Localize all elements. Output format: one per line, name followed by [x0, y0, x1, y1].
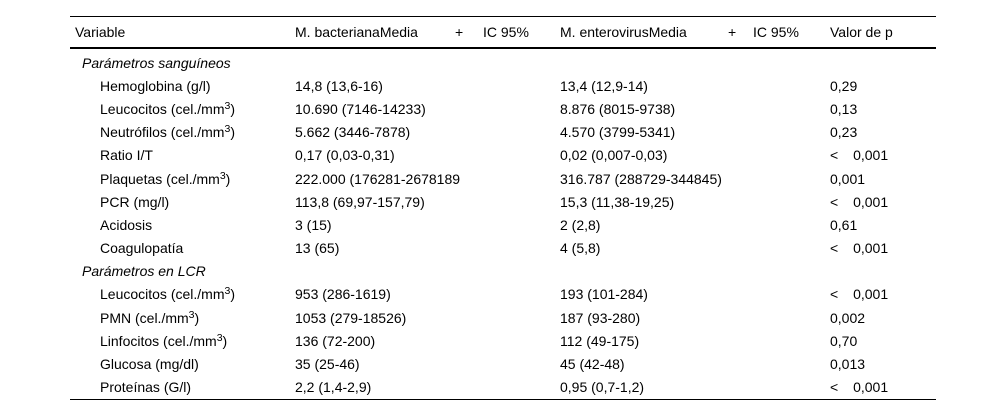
row-p-value: < 0,001 — [830, 379, 889, 396]
section-title: Parámetros sanguíneos — [82, 54, 231, 71]
row-variable: Linfocitos (cel./mm3) — [100, 331, 228, 349]
table-row: Plaquetas (cel./mm3) 222.000 (176281-267… — [70, 167, 936, 190]
header-bacteriana-plus: + — [455, 24, 464, 40]
table-body: Parámetros sanguíneos Hemoglobina (g/l) … — [70, 49, 936, 399]
row-variable: Leucocitos (cel./mm3) — [100, 285, 235, 303]
header-variable: Variable — [75, 24, 126, 40]
row-variable: Glucosa (mg/dl) — [100, 356, 199, 373]
row-p-value: 0,70 — [830, 332, 858, 349]
row-enterovirus-value: 45 (42-48) — [560, 356, 625, 373]
table-header-rule — [70, 47, 936, 49]
header-bacteriana-ic95: IC 95% — [483, 24, 529, 40]
row-p-value: 0,29 — [830, 77, 858, 94]
row-variable: Neutrófilos (cel./mm3) — [100, 123, 235, 141]
row-bacteriana-value: 0,17 (0,03-0,31) — [295, 147, 395, 164]
row-variable: Acidosis — [100, 216, 153, 233]
row-enterovirus-value: 112 (49-175) — [560, 332, 640, 349]
row-enterovirus-value: 0,95 (0,7-1,2) — [560, 379, 645, 396]
row-bacteriana-value: 10.690 (7146-14233) — [295, 100, 426, 117]
row-enterovirus-value: 193 (101-284) — [560, 286, 648, 303]
header-bacteriana-media: M. bacterianaMedia — [295, 24, 418, 40]
row-p-value: 0,002 — [830, 309, 866, 326]
row-variable: Plaquetas (cel./mm3) — [100, 169, 231, 187]
table-row: Ratio I/T 0,17 (0,03-0,31) 0,02 (0,007-0… — [70, 144, 936, 167]
row-variable: Ratio I/T — [100, 147, 153, 164]
section-title: Parámetros en LCR — [82, 263, 206, 280]
table-row: Leucocitos (cel./mm3) 953 (286-1619) 193… — [70, 283, 936, 306]
row-variable: Coagulopatía — [100, 240, 184, 257]
table-row: Linfocitos (cel./mm3) 136 (72-200) 112 (… — [70, 329, 936, 352]
header-enterovirus-ic95: IC 95% — [753, 24, 799, 40]
row-p-value: 0,13 — [830, 100, 858, 117]
row-variable: PMN (cel./mm3) — [100, 308, 200, 326]
row-enterovirus-value: 2 (2,8) — [560, 216, 601, 233]
row-enterovirus-value: 4.570 (3799-5341) — [560, 124, 676, 141]
table-row: Hemoglobina (g/l) 14,8 (13,6-16) 13,4 (1… — [70, 74, 936, 97]
row-enterovirus-value: 13,4 (12,9-14) — [560, 77, 648, 94]
row-variable: Proteínas (G/l) — [100, 379, 192, 396]
comparison-table: Variable M. bacterianaMedia + IC 95% M. … — [70, 16, 936, 400]
table-row: Proteínas (G/l) 2,2 (1,4-2,9) 0,95 (0,7-… — [70, 376, 936, 399]
row-p-value: 0,61 — [830, 216, 858, 233]
header-enterovirus-plus: + — [728, 24, 737, 40]
row-enterovirus-value: 187 (93-280) — [560, 309, 641, 326]
row-p-value: 0,001 — [830, 170, 866, 187]
row-bacteriana-value: 1053 (279-18526) — [295, 309, 407, 326]
table-top-rule — [70, 16, 936, 17]
row-bacteriana-value: 13 (65) — [295, 240, 340, 257]
table-row: Acidosis 3 (15) 2 (2,8) 0,61 — [70, 213, 936, 236]
table-row: Neutrófilos (cel./mm3) 5.662 (3446-7878)… — [70, 121, 936, 144]
row-variable: PCR (mg/l) — [100, 193, 170, 210]
header-enterovirus-media: M. enterovirusMedia — [560, 24, 687, 40]
row-enterovirus-value: 0,02 (0,007-0,03) — [560, 147, 668, 164]
row-enterovirus-value: 15,3 (11,38-19,25) — [560, 193, 675, 210]
row-enterovirus-value: 8.876 (8015-9738) — [560, 100, 676, 117]
row-bacteriana-value: 222.000 (176281-2678189 — [295, 170, 461, 187]
table-section-row: Parámetros en LCR — [70, 260, 936, 283]
row-p-value: < 0,001 — [830, 240, 889, 257]
row-enterovirus-value: 4 (5,8) — [560, 240, 601, 257]
row-p-value: < 0,001 — [830, 286, 889, 303]
row-bacteriana-value: 953 (286-1619) — [295, 286, 391, 303]
row-bacteriana-value: 5.662 (3446-7878) — [295, 124, 411, 141]
row-bacteriana-value: 3 (15) — [295, 216, 332, 233]
row-variable: Leucocitos (cel./mm3) — [100, 99, 235, 117]
row-p-value: 0,013 — [830, 356, 866, 373]
table-row: Leucocitos (cel./mm3) 10.690 (7146-14233… — [70, 97, 936, 120]
table-header-row: Variable M. bacterianaMedia + IC 95% M. … — [70, 17, 936, 47]
table-section-row: Parámetros sanguíneos — [70, 51, 936, 74]
row-bacteriana-value: 2,2 (1,4-2,9) — [295, 379, 372, 396]
row-bacteriana-value: 35 (25-46) — [295, 356, 360, 373]
row-bacteriana-value: 113,8 (69,97-157,79) — [295, 193, 425, 210]
table-row: Glucosa (mg/dl) 35 (25-46) 45 (42-48) 0,… — [70, 352, 936, 375]
row-variable: Hemoglobina (g/l) — [100, 77, 211, 94]
row-p-value: 0,23 — [830, 124, 858, 141]
row-p-value: < 0,001 — [830, 147, 889, 164]
table-bottom-rule — [70, 398, 936, 400]
row-enterovirus-value: 316.787 (288729-344845) — [560, 170, 722, 187]
row-bacteriana-value: 14,8 (13,6-16) — [295, 77, 383, 94]
row-p-value: < 0,001 — [830, 193, 889, 210]
table-row: Coagulopatía 13 (65) 4 (5,8) < 0,001 — [70, 237, 936, 260]
header-p-value: Valor de p — [830, 24, 893, 40]
table-row: PMN (cel./mm3) 1053 (279-18526) 187 (93-… — [70, 306, 936, 329]
table-row: PCR (mg/l) 113,8 (69,97-157,79) 15,3 (11… — [70, 190, 936, 213]
row-bacteriana-value: 136 (72-200) — [295, 332, 376, 349]
